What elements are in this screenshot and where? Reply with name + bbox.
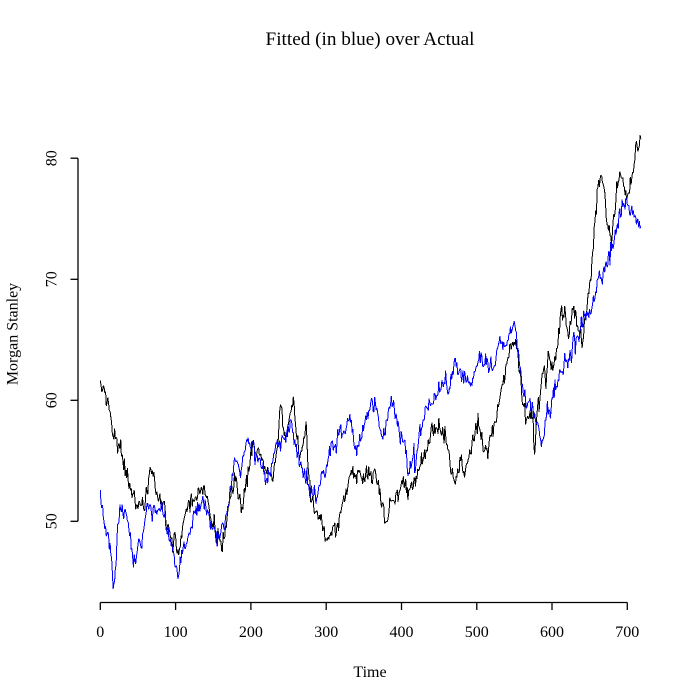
svg-text:80: 80 (44, 150, 61, 166)
svg-text:300: 300 (314, 624, 338, 641)
svg-text:Morgan Stanley: Morgan Stanley (5, 283, 22, 385)
svg-text:500: 500 (465, 624, 489, 641)
svg-text:0: 0 (96, 624, 104, 641)
svg-text:700: 700 (615, 624, 639, 641)
svg-text:200: 200 (239, 624, 263, 641)
svg-text:Time: Time (353, 664, 386, 681)
svg-text:Fitted (in blue) over Actual: Fitted (in blue) over Actual (266, 29, 475, 50)
svg-text:600: 600 (540, 624, 564, 641)
svg-text:70: 70 (44, 271, 61, 287)
svg-text:400: 400 (390, 624, 414, 641)
svg-text:100: 100 (164, 624, 188, 641)
svg-text:60: 60 (44, 392, 61, 408)
svg-text:50: 50 (44, 513, 61, 529)
